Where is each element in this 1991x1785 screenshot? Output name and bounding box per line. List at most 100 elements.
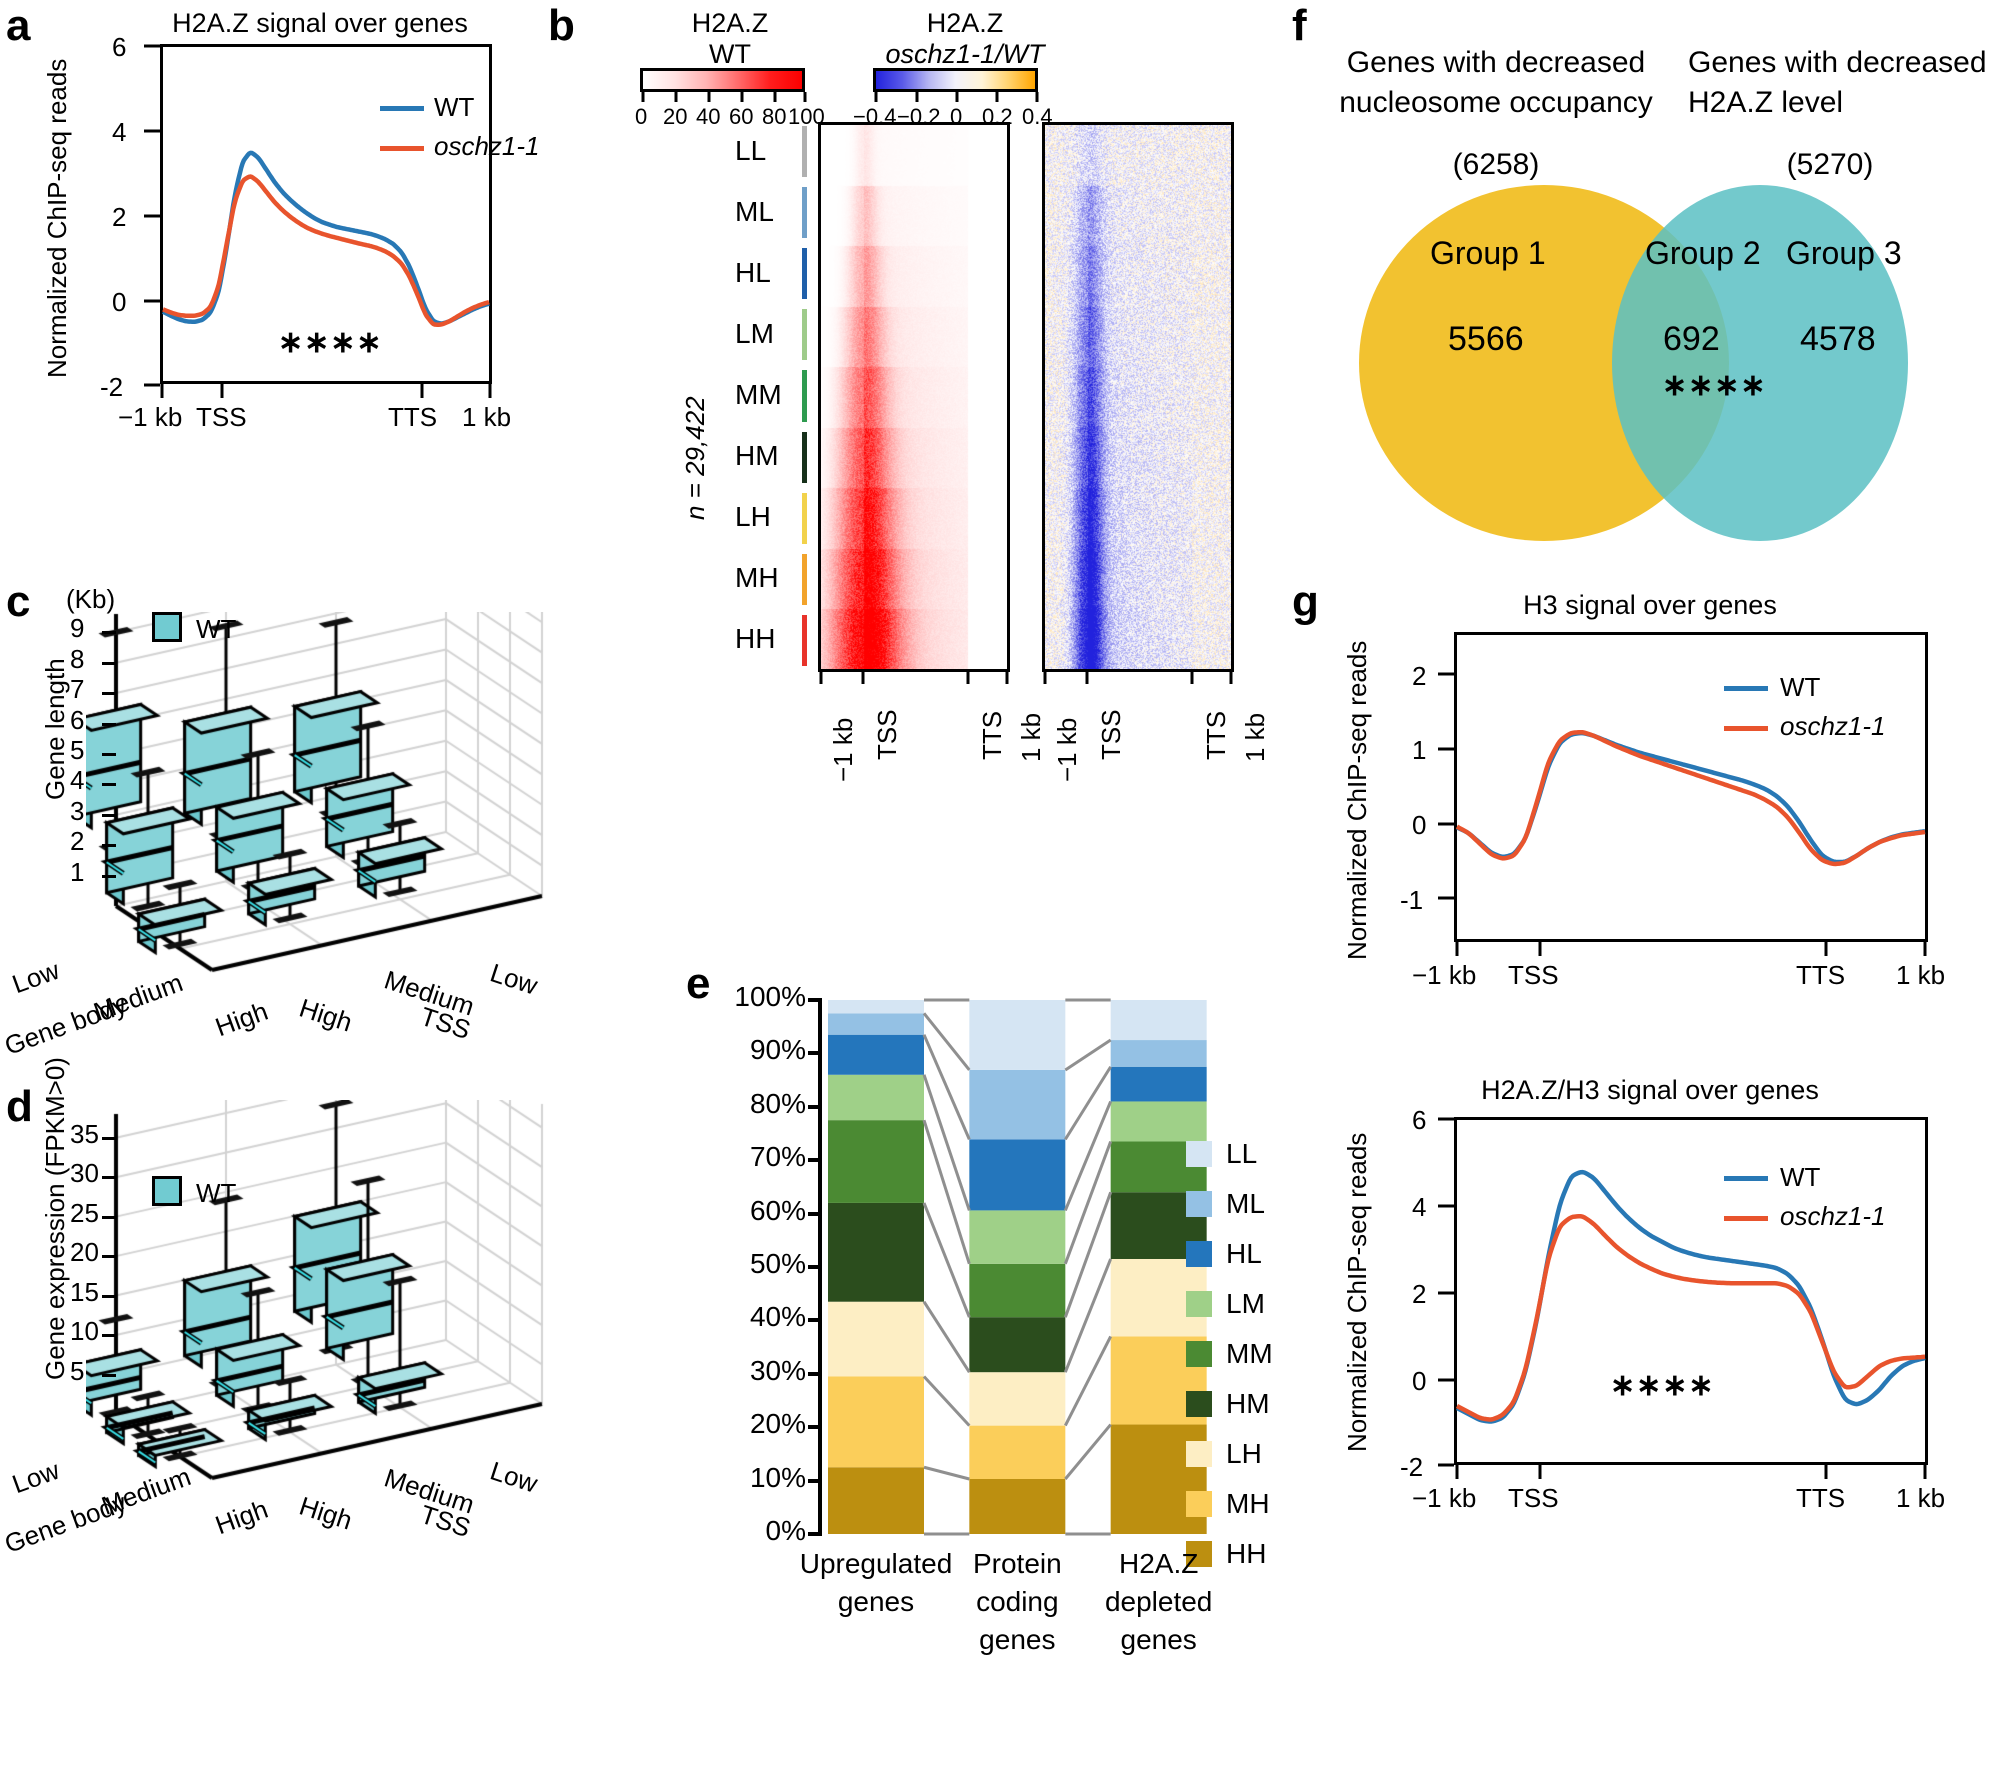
panel-g-top-ylabel: Normalized ChIP-seq reads — [1342, 640, 1372, 960]
panel-g-top-plot-area — [1454, 632, 1928, 942]
tick-mark — [102, 783, 116, 787]
panel-e-segment-lm-bar2 — [969, 1210, 1066, 1264]
panel-g-bottom-ytick-6: 6 — [1412, 1105, 1427, 1135]
panel-b-left-xtick-tts: TTS — [977, 710, 1007, 760]
panel-e-category-2-line1: Protein — [972, 1548, 1062, 1579]
panel-f-venn-diagram — [1359, 185, 1908, 541]
panel-e-segment-lh-bar2 — [969, 1372, 1066, 1426]
panel-e-segment-hm-bar1 — [828, 1202, 924, 1302]
panel-e-legend-item-ll: LL — [1186, 1138, 1273, 1170]
panel-f-significance: ∗∗∗∗ — [1662, 369, 1767, 402]
panel-g-top-xtick-1kb: 1 kb — [1896, 960, 1946, 990]
panel-g-bottom-significance: ∗∗∗∗ — [1610, 1369, 1715, 1402]
panel-a-legend-label-wt: WT — [434, 92, 475, 122]
legend-label-hh: HH — [1226, 1538, 1267, 1569]
panel-e-legend-item-ml: ML — [1186, 1188, 1273, 1220]
legend-swatch-mh — [1186, 1491, 1212, 1517]
panel-a-title: H2A.Z signal over genes — [172, 8, 468, 38]
panel-e-category-3-line1: H2A.Z — [1118, 1548, 1199, 1579]
tick-mark — [102, 1373, 116, 1377]
panel-letter-a: a — [6, 1, 31, 50]
panel-letter-b: b — [548, 1, 575, 50]
panel-f-group1-value: 5566 — [1448, 320, 1524, 358]
panel-a-xtick-minus1kb: −1 kb — [118, 402, 183, 432]
panel-f-group2-value: 692 — [1663, 320, 1720, 358]
panel-e-connector — [1064, 1038, 1112, 1072]
panel-e-ytick-80: 80% — [749, 1087, 806, 1119]
panel-g-bottom-ylabel: Normalized ChIP-seq reads — [1342, 1132, 1372, 1452]
panel-letter-d: d — [6, 1082, 33, 1131]
panel-d-plot-area — [86, 1100, 556, 1500]
panel-g-bottom-legend-label-wt: WT — [1780, 1162, 1821, 1192]
panel-a-ytick-marks — [144, 44, 160, 387]
panel-e-segment-ml-bar2 — [969, 1069, 1066, 1140]
panel-b-cluster-bar-hm — [802, 431, 807, 483]
panel-e-connector — [922, 1119, 971, 1265]
tick-mark — [102, 692, 116, 696]
panel-c-ytick-7: 7 — [70, 674, 85, 705]
panel-b-right-colorbar — [873, 68, 1038, 92]
panel-g-top-ytick-marks — [1438, 672, 1454, 900]
tick-mark — [102, 752, 116, 756]
panel-e-ytick-90: 90% — [749, 1034, 806, 1066]
panel-e-connector — [1064, 1065, 1112, 1141]
panel-e-category-3-line2: depleted — [1104, 1586, 1213, 1617]
panel-a-ylabel: Normalized ChIP-seq reads — [42, 58, 72, 378]
panel-c-legend-swatch — [152, 612, 182, 642]
panel-d-ytick-5: 5 — [70, 1355, 85, 1386]
panel-e-connector — [922, 1300, 971, 1374]
panel-letter-c: c — [6, 577, 31, 626]
tick-mark — [102, 661, 116, 665]
panel-b-right-xtick-marks — [1043, 672, 1233, 684]
legend-swatch-hh — [1186, 1541, 1212, 1567]
panel-b-left-xtick-tss: TSS — [872, 709, 902, 760]
panel-e-category-2-line3: genes — [979, 1624, 1056, 1655]
panel-f-group2-label: Group 2 — [1645, 235, 1761, 271]
panel-e-legend-item-mm: MM — [1186, 1338, 1273, 1370]
panel-g-bottom-legend-label-mutant: oschz1-1 — [1780, 1201, 1886, 1231]
tick-mark — [102, 1255, 116, 1259]
panel-c-ytick-3: 3 — [70, 795, 85, 826]
panel-e-ytick-70: 70% — [749, 1141, 806, 1173]
panel-f-right-title-1: Genes with decreased — [1688, 46, 1987, 79]
legend-label-hl: HL — [1226, 1238, 1262, 1269]
legend-swatch-hm — [1186, 1391, 1212, 1417]
panel-g-top-ytick-m1: -1 — [1400, 885, 1424, 915]
panel-b-right-title-2: oschz1-1/WT — [885, 39, 1045, 69]
panel-c-ytick-1: 1 — [70, 856, 85, 887]
panel-e-segment-ll-bar2 — [969, 1000, 1066, 1070]
panel-a-xtick-1kb: 1 kb — [462, 402, 512, 432]
panel-b-left-cbar-tick-0: 0 — [635, 104, 648, 129]
panel-b-cluster-bar-hl — [802, 248, 807, 300]
panel-c-tick-low-left: Low — [8, 954, 64, 1000]
panel-e-legend-item-lm: LM — [1186, 1288, 1273, 1320]
panel-a-ytick-2: 2 — [112, 202, 127, 232]
panel-c-legend-label: WT — [196, 614, 237, 644]
tick-mark — [808, 1371, 822, 1376]
legend-label-lh: LH — [1226, 1438, 1262, 1469]
panel-b-cluster-label-mm: MM — [735, 379, 782, 410]
panel-b-right-xtick-tts: TTS — [1201, 710, 1231, 760]
tick-mark — [102, 844, 116, 848]
panel-d-ytick-30: 30 — [70, 1158, 99, 1189]
tick-mark — [808, 1478, 822, 1483]
panel-e-ytick-20: 20% — [749, 1408, 806, 1440]
panel-g-bottom-legend-line-wt — [1724, 1176, 1768, 1181]
panel-e-ytick-40: 40% — [749, 1301, 806, 1333]
panel-b-left-title-1: H2A.Z — [691, 8, 769, 38]
panel-g-bottom-ytick-0: 0 — [1412, 1366, 1427, 1396]
panel-b-cluster-bar-mm — [802, 370, 807, 422]
tick-mark — [808, 1158, 822, 1163]
panel-f-left-title-1: Genes with decreased — [1346, 46, 1646, 79]
panel-b-left-colorbar — [640, 68, 805, 92]
panel-c-tick-high-right: High — [295, 992, 356, 1038]
tick-mark — [808, 1532, 822, 1536]
panel-e-connector — [922, 1202, 971, 1318]
panel-b-right-xtick-minus1kb: −1 kb — [1052, 717, 1082, 782]
panel-g-top-ytick-1: 1 — [1412, 735, 1427, 765]
panel-b-heatmap-ratio — [1042, 122, 1234, 672]
legend-swatch-ml — [1186, 1191, 1212, 1217]
panel-c-ytick-4: 4 — [70, 765, 85, 796]
panel-b-left-cbar-tick-80: 80 — [762, 104, 787, 129]
panel-e-legend: LL ML HL LM MM HM LH MH HH — [1186, 1138, 1273, 1588]
